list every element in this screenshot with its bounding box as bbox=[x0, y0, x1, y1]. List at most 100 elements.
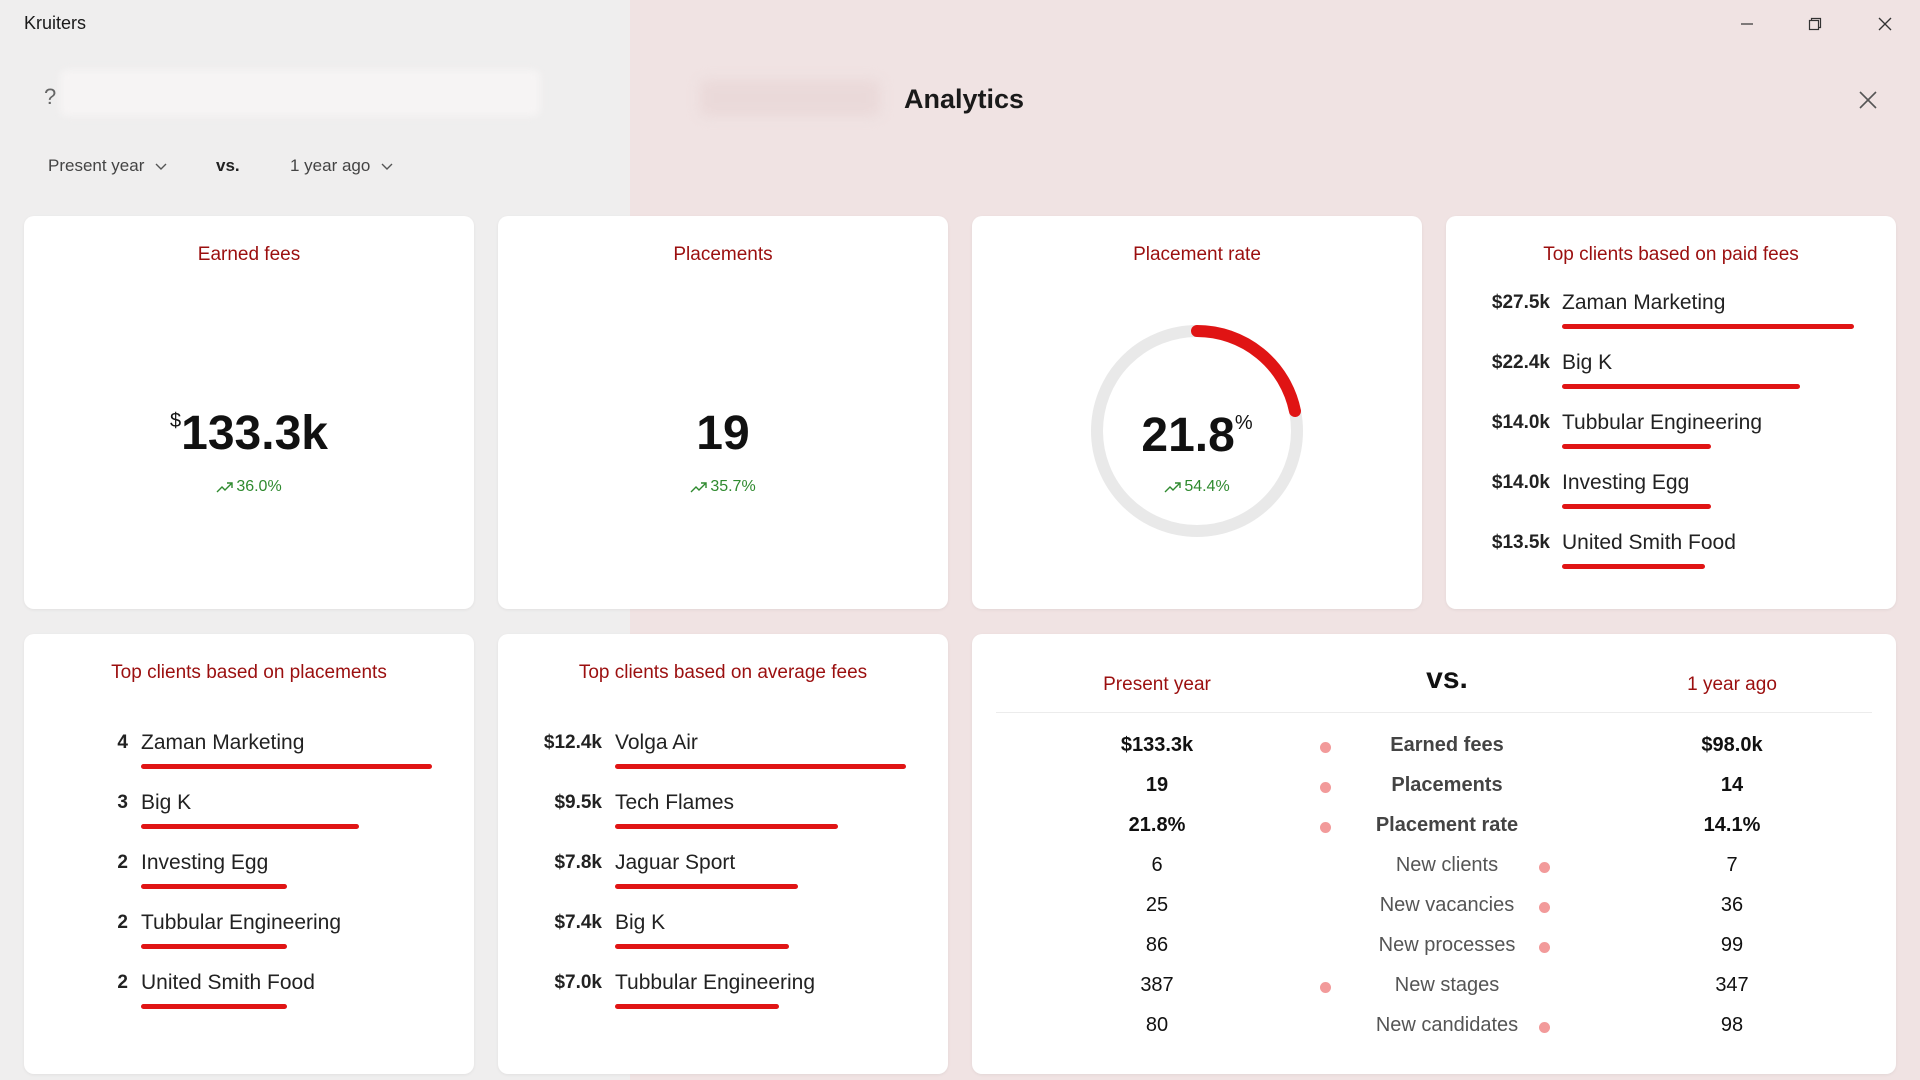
winner-dot bbox=[1320, 782, 1331, 793]
client-name: Zaman Marketing bbox=[1562, 291, 1726, 314]
client-bar bbox=[615, 944, 789, 949]
list-item: $12.4k Volga Air bbox=[498, 731, 948, 792]
maximize-button[interactable] bbox=[1792, 8, 1838, 40]
client-name: Investing Egg bbox=[1562, 471, 1690, 494]
period-current-select[interactable]: Present year bbox=[48, 156, 168, 176]
client-bar bbox=[615, 884, 798, 889]
client-name: Investing Egg bbox=[141, 851, 269, 874]
present-value: 19 bbox=[1145, 774, 1169, 796]
list-item: $7.4k Big K bbox=[498, 911, 948, 972]
period-compare-select[interactable]: 1 year ago bbox=[290, 156, 394, 176]
background-ghost bbox=[60, 70, 540, 116]
card-title: Placements bbox=[673, 244, 773, 265]
present-value: $133.3k bbox=[1120, 734, 1194, 756]
client-metric: 2 bbox=[117, 912, 128, 933]
client-metric: 2 bbox=[117, 852, 128, 873]
metric-label: New vacancies bbox=[1379, 894, 1515, 916]
present-value: 21.8% bbox=[1128, 814, 1186, 836]
client-name: Tubbular Engineering bbox=[141, 911, 342, 934]
comparison-row: 6 New clients 7 bbox=[972, 854, 1896, 894]
trend-up-icon bbox=[1164, 482, 1182, 493]
earned-fees-value: $133.3k bbox=[170, 407, 328, 460]
maximize-icon bbox=[1808, 17, 1822, 31]
background-ghost bbox=[700, 80, 880, 116]
winner-dot bbox=[1539, 862, 1550, 873]
comparison-right-header: 1 year ago bbox=[1687, 674, 1777, 695]
comparison-row: 19 Placements 14 bbox=[972, 774, 1896, 814]
close-dialog-button[interactable] bbox=[1852, 84, 1884, 116]
client-metric: $12.4k bbox=[543, 732, 602, 753]
list-item: 4 Zaman Marketing bbox=[24, 731, 474, 792]
client-name: United Smith Food bbox=[141, 971, 315, 994]
comparison-row: 21.8% Placement rate 14.1% bbox=[972, 814, 1896, 854]
previous-value: 14 bbox=[1720, 774, 1744, 796]
placements-change: 35.7% bbox=[498, 478, 948, 496]
client-name: Tubbular Engineering bbox=[1562, 411, 1763, 434]
previous-value: 99 bbox=[1720, 934, 1744, 956]
close-window-button[interactable] bbox=[1862, 8, 1908, 40]
top-paid-fees-card: Top clients based on paid fees $27.5k Zam… bbox=[1446, 216, 1896, 609]
period-compare-label: 1 year ago bbox=[290, 156, 371, 175]
previous-value: 36 bbox=[1720, 894, 1744, 916]
list-item: 2 United Smith Food bbox=[24, 971, 474, 1032]
client-bar bbox=[1562, 444, 1711, 449]
client-bar bbox=[141, 884, 287, 889]
client-bar bbox=[615, 1004, 779, 1009]
card-title: Earned fees bbox=[197, 244, 301, 265]
winner-dot bbox=[1539, 1022, 1550, 1033]
winner-dot bbox=[1320, 822, 1331, 833]
client-metric: 4 bbox=[117, 732, 128, 753]
metric-label: Placements bbox=[1391, 774, 1503, 796]
metric-label: New stages bbox=[1394, 974, 1500, 996]
metric-label: New candidates bbox=[1375, 1014, 1519, 1036]
client-bar bbox=[1562, 384, 1800, 389]
comparison-row: 387 New stages 347 bbox=[972, 974, 1896, 1014]
client-bar bbox=[1562, 564, 1705, 569]
previous-value: 98 bbox=[1720, 1014, 1744, 1036]
earned-fees-card: Earned fees $133.3k 36.0% bbox=[24, 216, 474, 609]
client-name: Big K bbox=[141, 791, 192, 814]
previous-value: $98.0k bbox=[1701, 734, 1763, 756]
client-metric: $7.4k bbox=[554, 912, 602, 933]
client-metric: $13.5k bbox=[1491, 532, 1550, 553]
client-bar bbox=[141, 944, 287, 949]
comparison-row: 25 New vacancies 36 bbox=[972, 894, 1896, 934]
list-item: $14.0k Investing Egg bbox=[1446, 471, 1896, 532]
metric-label: Placement rate bbox=[1375, 814, 1519, 836]
currency-symbol: $ bbox=[170, 410, 182, 432]
client-name: Zaman Marketing bbox=[141, 731, 305, 754]
donut-progress bbox=[1191, 325, 1301, 418]
present-value: 86 bbox=[1145, 934, 1169, 956]
page-title: Analytics bbox=[904, 84, 1025, 114]
close-icon bbox=[1859, 91, 1877, 109]
comparison-row: 80 New candidates 98 bbox=[972, 1014, 1896, 1054]
chevron-down-icon bbox=[381, 163, 393, 170]
placements-card: Placements 19 35.7% bbox=[498, 216, 948, 609]
present-value: 387 bbox=[1140, 974, 1174, 996]
divider bbox=[996, 712, 1872, 713]
metric-label: New clients bbox=[1395, 854, 1499, 876]
client-bar bbox=[615, 764, 906, 769]
list-item: $14.0k Tubbular Engineering bbox=[1446, 411, 1896, 472]
list-item: 2 Investing Egg bbox=[24, 851, 474, 912]
client-bar bbox=[615, 824, 838, 829]
comparison-row: 86 New processes 99 bbox=[972, 934, 1896, 974]
minimize-button[interactable] bbox=[1724, 8, 1770, 40]
metric-label: New processes bbox=[1378, 934, 1516, 956]
list-item: $22.4k Big K bbox=[1446, 351, 1896, 412]
list-item: 2 Tubbular Engineering bbox=[24, 911, 474, 972]
placement-rate-donut bbox=[1091, 325, 1303, 537]
comparison-left-header: Present year bbox=[1103, 674, 1211, 695]
help-icon[interactable]: ? bbox=[44, 84, 57, 109]
client-metric: $9.5k bbox=[554, 792, 602, 813]
trend-up-icon bbox=[690, 482, 708, 493]
comparison-row: $133.3k Earned fees $98.0k bbox=[972, 734, 1896, 774]
winner-dot bbox=[1539, 902, 1550, 913]
app-title: Kruiters bbox=[24, 13, 87, 33]
top-placements-card: Top clients based on placements 4 Zaman M… bbox=[24, 634, 474, 1074]
vs-label: vs. bbox=[216, 156, 240, 175]
earned-fees-change: 36.0% bbox=[24, 478, 474, 496]
client-metric: $7.0k bbox=[554, 972, 602, 993]
present-value: 6 bbox=[1151, 854, 1163, 876]
card-title: Top clients based on average fees bbox=[578, 662, 868, 683]
